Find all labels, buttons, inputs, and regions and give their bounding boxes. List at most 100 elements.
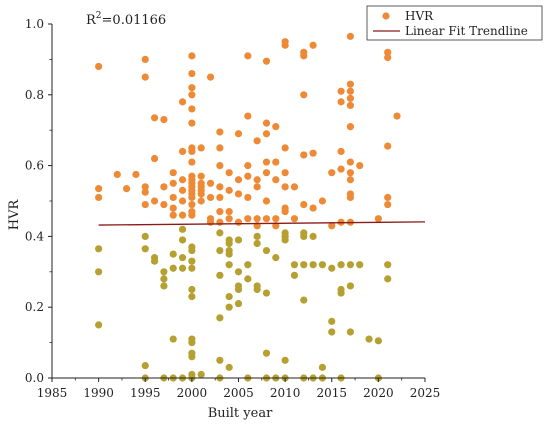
scatter-point <box>253 183 261 191</box>
scatter-point <box>169 193 177 202</box>
scatter-point <box>216 356 224 364</box>
x-axis-title: Built year <box>208 406 273 421</box>
scatter-point <box>281 183 289 191</box>
scatter-point <box>206 218 215 226</box>
scatter-point <box>178 211 187 219</box>
scatter-point <box>337 147 345 156</box>
scatter-point <box>123 185 131 193</box>
scatter-point <box>132 170 140 179</box>
scatter-point <box>244 112 252 120</box>
scatter-point <box>216 314 224 322</box>
scatter-point <box>169 179 177 187</box>
scatter-point <box>272 158 280 166</box>
scatter-point <box>384 275 392 283</box>
x-tick-label: 2010 <box>270 386 301 400</box>
scatter-point <box>225 186 233 194</box>
scatter-point <box>244 52 252 60</box>
scatter-point <box>197 197 205 205</box>
scatter-point <box>309 41 317 49</box>
scatter-point <box>328 317 336 325</box>
scatter-point <box>95 321 103 329</box>
scatter-point <box>384 193 392 202</box>
scatter-point <box>346 80 354 88</box>
r-superscript: 2 <box>96 11 102 21</box>
scatter-point <box>384 261 392 269</box>
scatter-point <box>150 114 159 122</box>
scatter-point <box>290 183 299 191</box>
scatter-point <box>346 123 354 131</box>
scatter-point <box>253 239 261 248</box>
legend: HVR Linear Fit Trendline <box>366 5 543 41</box>
scatter-point <box>169 335 177 343</box>
scatter-point <box>95 268 103 276</box>
scatter-point <box>300 296 308 304</box>
scatter-point <box>328 222 336 230</box>
scatter-point <box>95 245 103 253</box>
scatter-point <box>384 54 392 62</box>
scatter-point <box>225 215 233 223</box>
scatter-point <box>178 236 187 244</box>
scatter-point <box>188 69 196 78</box>
scatter-point <box>300 52 308 60</box>
scatter-point <box>346 193 354 202</box>
scatter-point <box>244 193 252 202</box>
scatter-point <box>169 204 177 212</box>
scatter-point <box>169 250 177 258</box>
scatter-point <box>188 285 196 294</box>
scatter-point <box>169 169 177 177</box>
scatter-point <box>178 225 187 233</box>
scatter-point <box>141 232 149 240</box>
scatter-point <box>309 204 317 212</box>
scatter-point <box>253 215 261 223</box>
scatter-point <box>281 208 289 216</box>
scatter-point <box>356 162 364 170</box>
axes: 1985 1990 1995 2000 2005 2010 2015 2020 2025 0.0 0… <box>25 17 440 400</box>
scatter-point <box>95 62 103 71</box>
scatter-point <box>253 285 261 294</box>
scatter-point <box>262 215 271 223</box>
scatter-point <box>188 200 196 209</box>
y-tick-label: 0.6 <box>25 159 44 173</box>
scatter-point <box>234 130 243 138</box>
scatter-point <box>188 91 196 99</box>
scatter-point <box>178 264 187 272</box>
scatter-point <box>300 232 308 240</box>
r-value: =0.01166 <box>102 13 167 28</box>
scatter-point <box>346 261 354 269</box>
scatter-point <box>197 144 205 152</box>
scatter-point <box>150 197 159 205</box>
scatter-point <box>262 246 271 255</box>
x-tick-label: 2005 <box>223 386 254 400</box>
scatter-point <box>150 257 159 265</box>
scatter-point <box>216 183 224 191</box>
r-squared-annotation: R2=0.01166 <box>86 11 166 28</box>
scatter-point <box>216 144 224 152</box>
scatter-point <box>141 188 149 196</box>
scatter-point <box>160 282 168 290</box>
scatter-point <box>300 151 308 159</box>
scatter-point <box>188 84 196 92</box>
scatter-point <box>346 169 354 177</box>
scatter-point <box>178 197 187 205</box>
scatter-point <box>337 165 345 173</box>
scatter-point <box>346 87 354 95</box>
scatter-point <box>262 119 271 127</box>
scatter-point <box>216 193 224 202</box>
scatter-point <box>262 169 271 177</box>
scatter-point <box>188 353 196 361</box>
scatter-point <box>281 144 289 152</box>
scatter-point <box>113 170 121 179</box>
scatter-point <box>141 200 149 209</box>
scatter-point <box>141 183 149 191</box>
scatter-point <box>281 236 289 244</box>
scatter-point <box>206 73 215 81</box>
scatter-point <box>216 246 224 255</box>
scatter-point <box>234 300 243 308</box>
scatter-point <box>244 172 252 180</box>
scatter-point <box>234 218 243 226</box>
scatter-point <box>272 123 280 131</box>
scatter-point <box>188 211 196 219</box>
scatter-point <box>197 190 205 198</box>
scatter-point <box>216 271 224 279</box>
scatter-point <box>225 261 233 269</box>
